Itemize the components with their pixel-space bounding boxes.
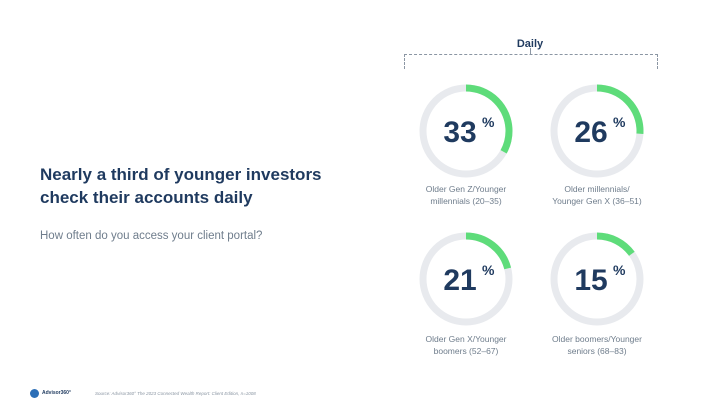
- ring-label-line2: seniors (68–83): [567, 346, 627, 356]
- ring-value: 15: [574, 264, 607, 297]
- ring-value-unit: %: [613, 114, 626, 130]
- ring-value-unit: %: [482, 114, 495, 130]
- ring-label-line2: millennials (20–35): [430, 196, 502, 206]
- ring-value: 21: [443, 264, 476, 297]
- ring-label-line1: Older boomers/Younger: [552, 334, 642, 344]
- ring-value-unit: %: [613, 262, 626, 278]
- page-title: Nearly a third of younger investors chec…: [40, 165, 322, 207]
- ring-label-line1: Older millennials/: [564, 184, 630, 194]
- daily-bracket-label: Daily: [516, 38, 544, 50]
- bracket-tick: [530, 48, 531, 54]
- ring-value-arc: [550, 232, 644, 326]
- ring-label-line2: boomers (52–67): [433, 346, 499, 356]
- source-note: Source: Advisor360° The 2023 Connected W…: [94, 390, 256, 396]
- ring-value-arc: [550, 84, 644, 178]
- logo-text: Advisor360°: [42, 390, 71, 396]
- ring-value-unit: %: [482, 262, 495, 278]
- ring-value: 26: [574, 116, 607, 149]
- ring-label-line2: Younger Gen X (36–51): [552, 196, 642, 206]
- ring-value-arc: [419, 84, 513, 178]
- ring-label-2: Older Gen X/Younger boomers (52–67): [391, 333, 541, 357]
- ring-value-arc: [419, 232, 513, 326]
- ring-label-line1: Older Gen Z/Younger: [425, 184, 507, 194]
- ring-label-0: Older Gen Z/Younger millennials (20–35): [391, 183, 541, 207]
- ring-label-line1: Older Gen X/Younger: [425, 334, 507, 344]
- footer: Advisor360° Source: Advisor360° The 2023…: [30, 386, 256, 400]
- ring-label-3: Older boomers/Younger seniors (68–83): [522, 333, 672, 357]
- logo-icon: [30, 388, 39, 398]
- ring-label-1: Older millennials/ Younger Gen X (36–51): [522, 183, 672, 207]
- survey-question: How often do you access your client port…: [40, 230, 263, 242]
- daily-bracket: [404, 54, 658, 69]
- ring-value: 33: [443, 116, 476, 149]
